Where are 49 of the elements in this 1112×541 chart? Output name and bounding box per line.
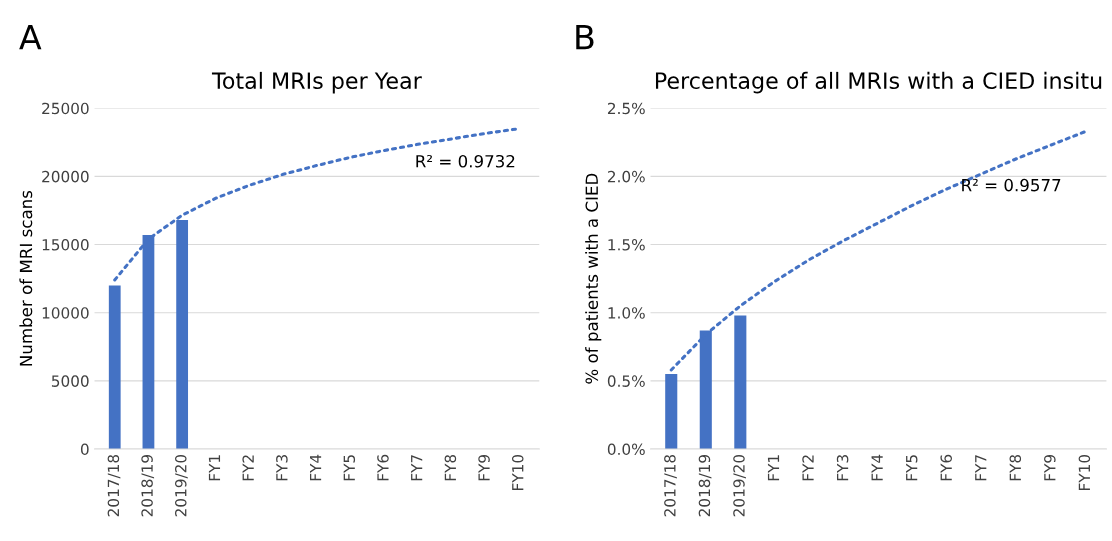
chart-title: Percentage of all MRIs with a CIED insitu <box>655 71 1102 94</box>
annotation: R² = 0.9732 <box>416 154 515 168</box>
x-tick-label: FY10 <box>511 454 524 490</box>
y-tick-label: 20000 <box>42 170 89 183</box>
bar <box>665 374 678 450</box>
y-tick-label: 0.5% <box>607 375 645 387</box>
chart-title: Total MRIs per Year <box>211 71 422 94</box>
x-tick-label: FY6 <box>940 454 952 481</box>
y-axis-title: Number of MRI scans <box>19 190 33 366</box>
x-tick-label: FY3 <box>276 455 288 481</box>
y-tick-label: 0.0% <box>607 443 645 456</box>
x-tick-label: FY4 <box>871 454 883 481</box>
y-tick-label: 5000 <box>51 375 89 387</box>
bar <box>108 285 121 450</box>
y-tick-label: 1.0% <box>608 307 645 319</box>
x-tick-label: FY10 <box>1078 454 1091 490</box>
annotation: R² = 0.9577 <box>962 178 1061 192</box>
y-tick-label: 15000 <box>42 239 89 251</box>
y-tick-label: 1.5% <box>608 239 645 251</box>
y-tick-label: 0 <box>80 443 89 456</box>
x-tick-label: FY7 <box>411 455 423 481</box>
x-tick-label: 2019/20 <box>175 454 188 517</box>
y-tick-label: 2.5% <box>607 102 645 115</box>
x-tick-label: 2017/18 <box>107 454 121 517</box>
x-tick-label: 2017/18 <box>664 454 677 517</box>
x-tick-label: FY8 <box>444 454 457 481</box>
y-tick-label: 10000 <box>42 307 89 319</box>
y-tick-label: 25000 <box>42 102 89 115</box>
x-tick-label: FY1 <box>767 455 780 481</box>
x-tick-label: FY3 <box>836 455 849 481</box>
x-tick-label: FY9 <box>478 454 490 481</box>
x-tick-label: 2018/19 <box>141 454 155 517</box>
text: A <box>19 24 42 50</box>
y-tick-label: 2.0% <box>607 170 645 183</box>
text: B <box>576 24 594 50</box>
x-tick-label: FY1 <box>208 455 221 481</box>
x-tick-label: FY5 <box>343 455 356 481</box>
x-tick-label: FY8 <box>1009 454 1022 481</box>
x-tick-label: FY5 <box>906 455 918 481</box>
x-tick-label: FY9 <box>1044 454 1056 481</box>
bar <box>734 315 747 450</box>
x-tick-label: FY6 <box>377 454 389 481</box>
x-tick-label: FY4 <box>310 454 322 481</box>
x-tick-label: 2019/20 <box>733 454 746 517</box>
x-tick-label: 2018/19 <box>698 454 712 517</box>
x-tick-label: FY2 <box>242 455 254 481</box>
x-tick-label: FY2 <box>802 455 814 481</box>
x-tick-label: FY7 <box>975 455 987 481</box>
y-axis-title: % of patients with a CIED <box>585 173 602 384</box>
